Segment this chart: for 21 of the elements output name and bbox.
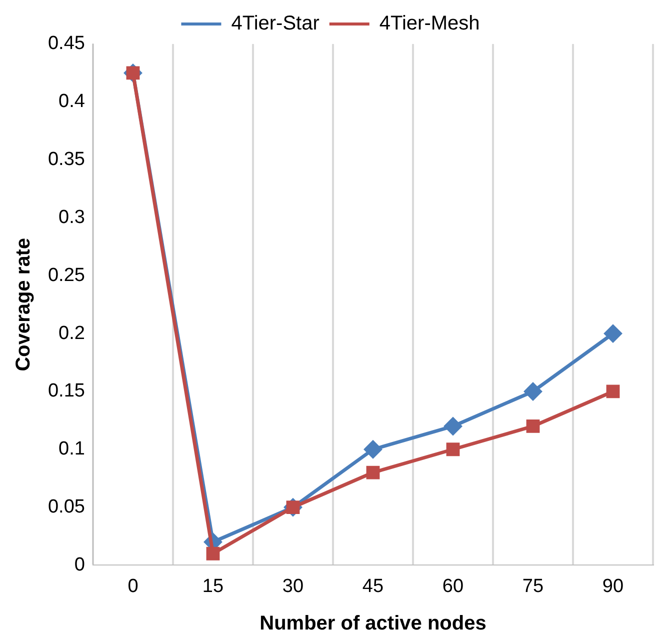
x-axis-title: Number of active nodes: [260, 612, 486, 635]
legend-label: 4Tier-Mesh: [379, 12, 480, 35]
x-tick-label: 30: [282, 576, 304, 597]
y-tick-label: 0.45: [48, 33, 85, 54]
y-tick-label: 0.2: [58, 322, 85, 344]
x-tick-label: 75: [522, 576, 544, 597]
y-axis-title: Coverage rate: [12, 238, 35, 372]
legend-label: 4Tier-Star: [231, 12, 320, 35]
x-tick-label: 60: [442, 576, 464, 597]
y-tick-label: 0.15: [48, 380, 85, 402]
x-tick-label: 45: [362, 576, 384, 597]
y-tick-label: 0.05: [48, 496, 85, 518]
x-tick-label: 90: [602, 576, 624, 597]
x-tick-label: 0: [128, 576, 138, 597]
y-tick-label: 0: [74, 554, 85, 576]
y-tick-label: 0.35: [48, 149, 85, 170]
y-tick-label: 0.25: [48, 264, 85, 286]
y-tick-label: 0.3: [58, 206, 85, 228]
x-tick-label: 15: [202, 576, 224, 597]
y-tick-label: 0.1: [58, 438, 85, 460]
y-tick-label: 0.4: [58, 91, 86, 112]
